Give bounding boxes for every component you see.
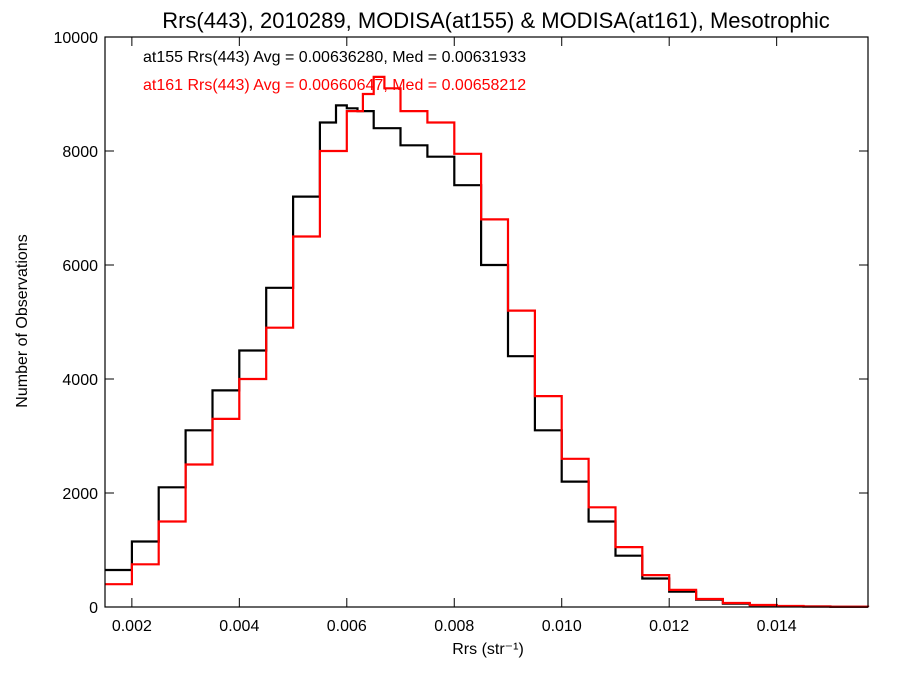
series-line-at155 bbox=[105, 104, 870, 608]
x-tick-label: 0.012 bbox=[649, 618, 689, 635]
y-tick-label: 0 bbox=[89, 600, 98, 617]
x-tick-label: 0.008 bbox=[434, 618, 474, 635]
x-tick-label: 0.004 bbox=[219, 618, 259, 635]
x-tick-label: 0.014 bbox=[757, 618, 797, 635]
y-tick-label: 10000 bbox=[54, 30, 99, 47]
chart-title: Rrs(443), 2010289, MODISA(at155) & MODIS… bbox=[162, 8, 830, 33]
x-tick-label: 0.002 bbox=[112, 618, 152, 635]
y-tick-label: 8000 bbox=[62, 144, 98, 161]
annotation-at161-stats: at161 Rrs(443) Avg = 0.00660647, Med = 0… bbox=[143, 77, 526, 94]
x-tick-label: 0.006 bbox=[327, 618, 367, 635]
plot-frame bbox=[104, 36, 869, 608]
x-axis-label: Rrs (str⁻¹) bbox=[452, 641, 524, 658]
series-line-at161 bbox=[105, 75, 870, 608]
y-tick-label: 2000 bbox=[62, 486, 98, 503]
y-tick-label: 6000 bbox=[62, 258, 98, 275]
y-tick-label: 4000 bbox=[62, 372, 98, 389]
x-tick-label: 0.010 bbox=[542, 618, 582, 635]
y-axis-label: Number of Observations bbox=[14, 234, 31, 407]
annotation-at155-stats: at155 Rrs(443) Avg = 0.00636280, Med = 0… bbox=[143, 49, 526, 66]
